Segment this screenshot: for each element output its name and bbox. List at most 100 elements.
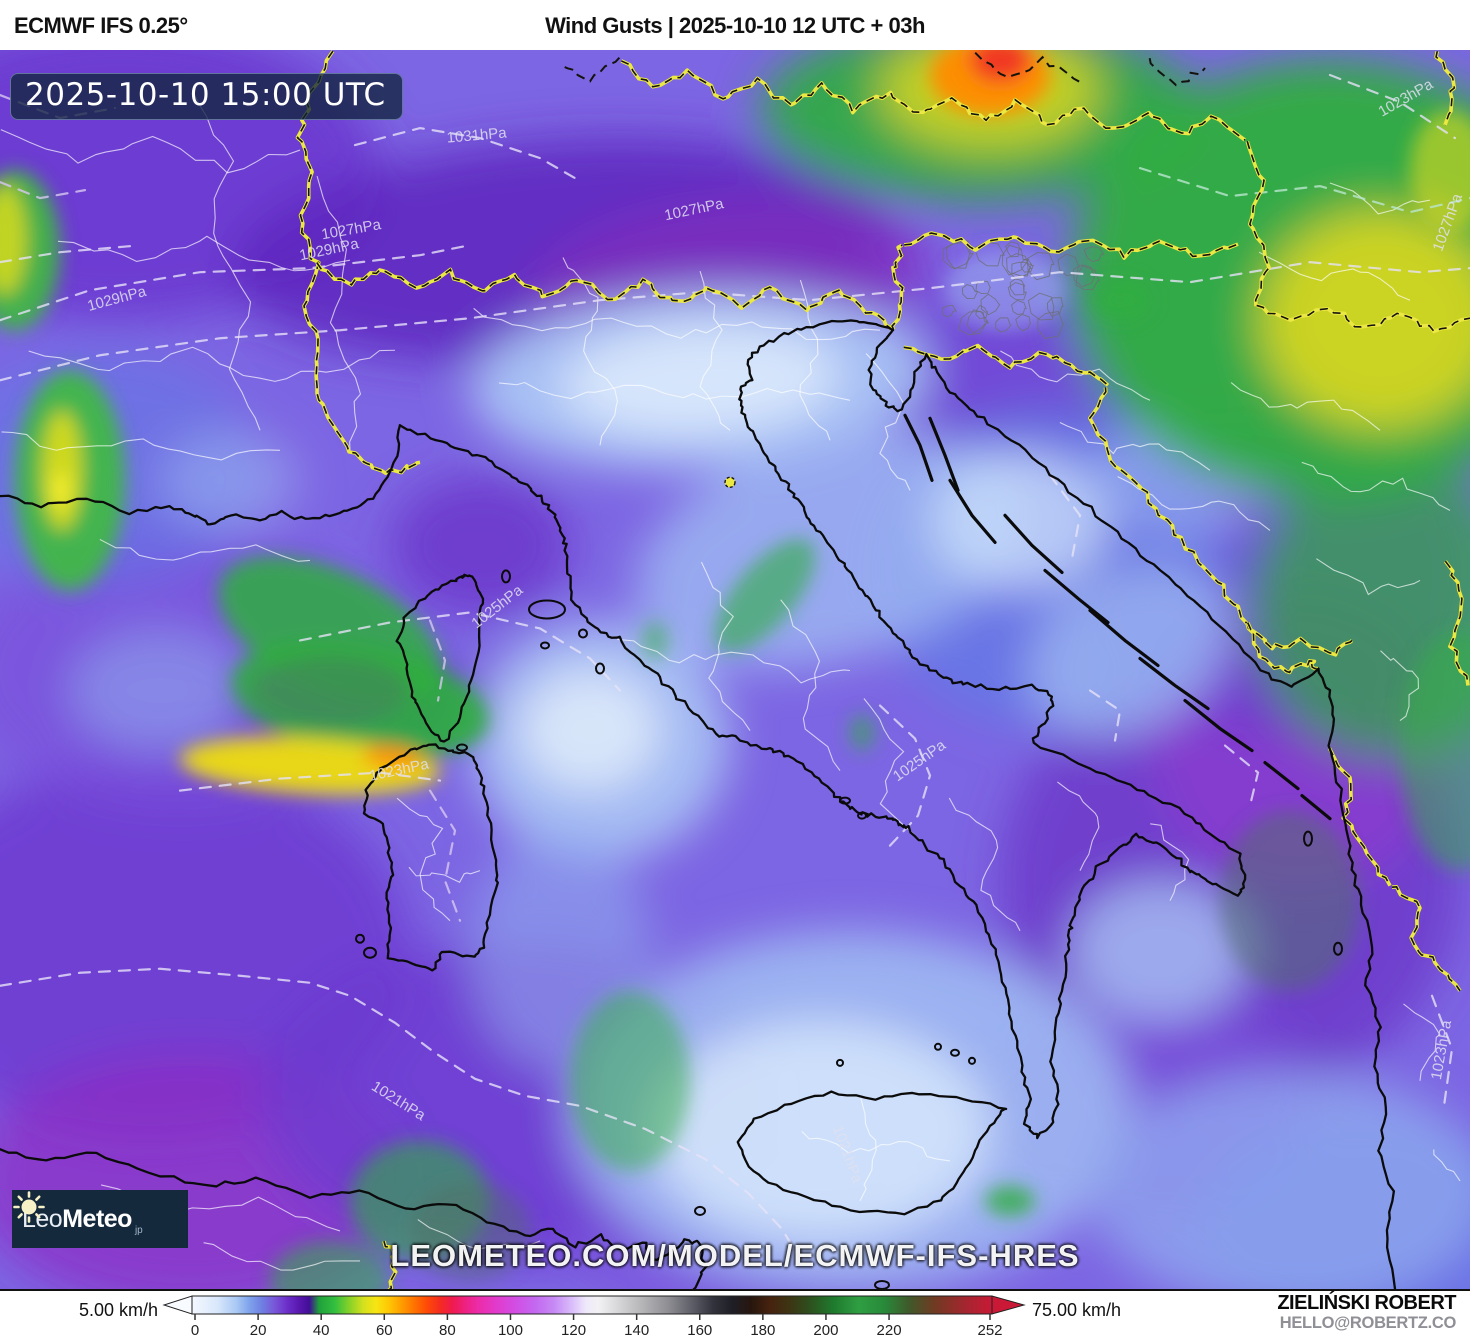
municipal-cell bbox=[1047, 297, 1064, 317]
admin-border-line bbox=[562, 257, 619, 446]
national-border-dash bbox=[1391, 886, 1461, 992]
legend-tick-label: 20 bbox=[250, 1322, 267, 1337]
admin-border-line bbox=[1057, 781, 1100, 871]
municipal-cell bbox=[975, 280, 991, 295]
national-border-dash bbox=[1246, 622, 1353, 656]
municipal-cell bbox=[1026, 252, 1055, 281]
isobar-line bbox=[0, 967, 802, 1261]
legend-arrow-right bbox=[991, 1295, 1026, 1315]
wind-field-blob bbox=[985, 1185, 1035, 1216]
wind-field-blob bbox=[1260, 210, 1470, 431]
municipal-cell bbox=[961, 284, 979, 299]
wind-field-blob bbox=[250, 655, 410, 726]
wind-field-blob bbox=[410, 1180, 530, 1281]
admin-border-line bbox=[28, 346, 396, 382]
island bbox=[355, 933, 365, 944]
legend-tick-label: 100 bbox=[498, 1322, 523, 1337]
national-border-dash bbox=[1444, 560, 1469, 686]
national-border-dash bbox=[621, 60, 1246, 141]
municipal-cell bbox=[966, 309, 989, 334]
legend-tick-label: 80 bbox=[439, 1322, 456, 1337]
legend-max-label: 75.00 km/h bbox=[1032, 1300, 1122, 1320]
isobar-line bbox=[1138, 166, 1470, 214]
isobar-line bbox=[353, 126, 577, 180]
wind-field-blob bbox=[1026, 561, 1234, 740]
municipal-cell bbox=[1075, 265, 1100, 290]
wind-field-blob bbox=[1400, 630, 1470, 871]
wind-field-blob bbox=[850, 714, 874, 751]
wind-field-blob bbox=[1220, 810, 1360, 991]
wind-field-blob bbox=[0, 185, 27, 296]
admin-border-line bbox=[1, 431, 281, 461]
island-sliver bbox=[948, 478, 997, 544]
wind-field-blob bbox=[42, 410, 82, 531]
national-border-dash bbox=[1088, 387, 1319, 674]
admin-border-line bbox=[863, 698, 921, 842]
admin-border-line bbox=[1258, 251, 1411, 301]
legend-tick-label: 120 bbox=[561, 1322, 586, 1337]
admin-border-line bbox=[1150, 823, 1190, 901]
isobar-line bbox=[0, 261, 1470, 382]
isobar-line bbox=[428, 789, 462, 922]
island bbox=[836, 1058, 844, 1067]
wind-field-blob bbox=[1090, 1070, 1470, 1291]
island-sliver bbox=[1088, 608, 1160, 668]
model-label: ECMWF IFS 0.25° bbox=[14, 13, 188, 38]
national-border-dash bbox=[1148, 58, 1206, 87]
municipal-cell bbox=[1001, 244, 1030, 276]
municipal-cell bbox=[1011, 299, 1027, 316]
island-sliver bbox=[1183, 698, 1254, 753]
admin-border-line bbox=[0, 129, 301, 174]
national-border-dash bbox=[1246, 141, 1271, 307]
leometeo-logo: LeoMeteo jp bbox=[12, 1190, 188, 1248]
national-border-dash bbox=[904, 232, 1239, 260]
isobar-label: 1031hPa bbox=[446, 124, 508, 146]
municipal-borders-cluster bbox=[941, 240, 1105, 339]
island bbox=[540, 641, 550, 650]
national-border-dash bbox=[974, 51, 1081, 83]
admin-borders bbox=[0, 90, 1461, 1271]
color-scale: 0 20 40 60 80 100 120 140 160 180 200 220 252 bbox=[162, 1295, 1026, 1337]
admin-border-line bbox=[1380, 650, 1420, 721]
admin-border-line bbox=[396, 797, 451, 922]
wind-field-blob bbox=[560, 324, 840, 436]
admin-border-line bbox=[417, 1219, 541, 1250]
wind-field-blob bbox=[930, 450, 1110, 591]
coast-balkans bbox=[867, 329, 1397, 1291]
legend-tick-label: 200 bbox=[813, 1322, 838, 1337]
island-sliver bbox=[1138, 656, 1210, 711]
wind-field-blob bbox=[70, 630, 250, 751]
island-sliver bbox=[903, 413, 934, 482]
legend-arrow-left bbox=[162, 1295, 193, 1315]
island bbox=[456, 743, 468, 752]
island bbox=[934, 1042, 942, 1051]
island bbox=[839, 796, 851, 805]
island-sliver bbox=[1043, 568, 1110, 625]
national-border-dash bbox=[903, 344, 1109, 386]
municipal-cell bbox=[958, 311, 990, 336]
national-border-dash bbox=[1435, 51, 1456, 126]
admin-border-line bbox=[1230, 382, 1381, 431]
wind-field-blob bbox=[714, 538, 816, 653]
admin-border-line bbox=[700, 561, 751, 731]
national-border-dash bbox=[296, 50, 421, 475]
admin-border-line bbox=[1403, 1003, 1441, 1081]
national-border-dash bbox=[1328, 747, 1391, 887]
national-border-yellow bbox=[382, 1240, 398, 1291]
logo-suffix: jp bbox=[134, 1225, 143, 1236]
admin-border-line bbox=[1000, 350, 1151, 401]
admin-border-line bbox=[1329, 182, 1431, 215]
island-sliver bbox=[928, 416, 960, 492]
wind-field-blob bbox=[1410, 110, 1470, 231]
legend-tick-label: 180 bbox=[750, 1322, 775, 1337]
island-sliver bbox=[1003, 513, 1064, 575]
isobar-line bbox=[178, 771, 442, 792]
island bbox=[595, 662, 605, 675]
legend-tick-label: 160 bbox=[687, 1322, 712, 1337]
municipal-cell bbox=[1037, 311, 1065, 339]
legend-gradient-bar bbox=[191, 1295, 993, 1315]
isobar-line bbox=[298, 611, 622, 692]
municipal-cell bbox=[1083, 246, 1105, 263]
isobar-line bbox=[0, 244, 472, 322]
